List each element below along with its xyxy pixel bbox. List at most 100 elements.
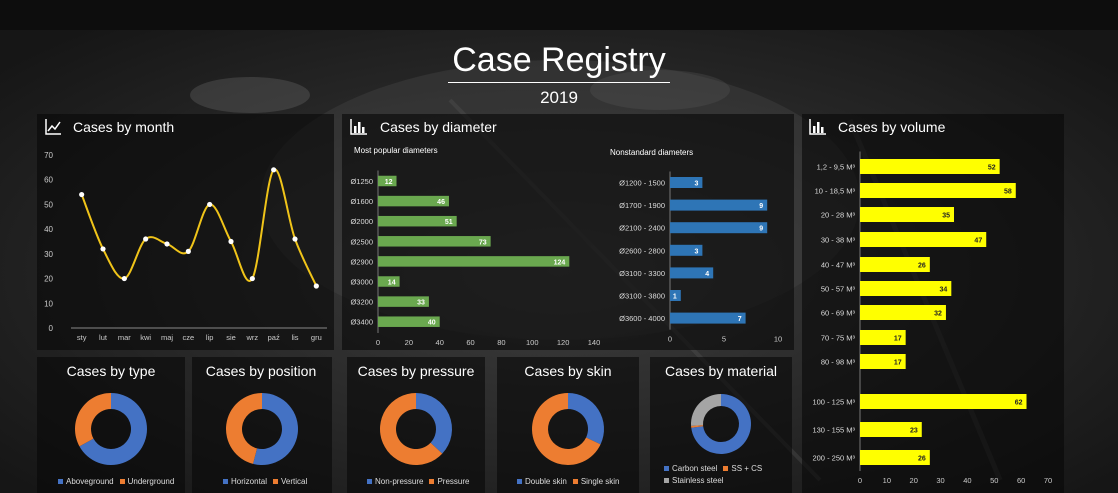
donut-cases-by-position: [226, 393, 298, 465]
bar: [378, 195, 449, 207]
data-point: [121, 275, 127, 282]
category-label: 30 - 38 M³: [821, 236, 856, 245]
bar: [378, 276, 400, 287]
data-label: 124: [554, 259, 566, 266]
category-label: Ø3100 - 3800: [619, 292, 665, 301]
x-tick-label: 60: [466, 338, 474, 347]
category-label: Ø3100 - 3300: [619, 269, 665, 278]
x-tick-label: 5: [722, 335, 726, 344]
data-label: 7: [738, 316, 742, 323]
panel-cases-by-volume: [802, 114, 1064, 493]
chart-title-month: Cases by month: [73, 119, 175, 135]
bar: [670, 177, 703, 188]
bar: [860, 450, 930, 465]
x-tick-label: 40: [963, 476, 971, 485]
bar: [378, 316, 440, 327]
data-label: 17: [894, 360, 902, 367]
donut-cases-by-material: [691, 394, 751, 454]
legend-pressure: Non-pressure Pressure: [367, 477, 475, 486]
category-label: 20 - 28 M³: [821, 211, 856, 220]
y-tick-label: 30: [44, 250, 53, 259]
donut-slice: [568, 393, 604, 445]
bar: [670, 267, 714, 279]
x-tick-label: lip: [206, 333, 214, 342]
category-label: 70 - 75 M³: [821, 334, 856, 343]
legend-label: Aboveground: [66, 477, 114, 486]
chart-subtitle-nonstandard: Nonstandard diameters: [610, 148, 694, 157]
bar: [860, 281, 952, 296]
y-tick-label: 70: [44, 151, 53, 160]
x-tick-label: 0: [858, 476, 862, 485]
bar: [860, 394, 1027, 409]
x-tick-label: sty: [77, 333, 87, 342]
chart-title-volume: Cases by volume: [838, 119, 946, 135]
panel-cases-by-material: [650, 357, 792, 493]
data-label: 3: [694, 248, 698, 255]
data-label: 58: [1004, 189, 1012, 196]
category-label: Ø2600 - 2800: [619, 246, 665, 255]
data-label: 47: [974, 238, 982, 245]
line-chart-icon: [45, 119, 61, 135]
data-point: [143, 236, 149, 242]
data-label: 46: [437, 199, 445, 206]
data-label: 17: [894, 336, 902, 343]
data-label: 32: [934, 311, 942, 318]
category-label: Ø2500: [350, 237, 373, 246]
donut-slice: [253, 393, 298, 465]
data-label: 1: [673, 294, 677, 301]
chart-cases-by-month: 0 10 20 30 40 50 60 70 sty lut mar kwi maj cze lip sie w…: [44, 151, 327, 342]
legend-position: Horizontal Vertical: [223, 477, 313, 486]
chart-title-type: Cases by type: [66, 363, 156, 379]
category-label: 100 - 125 M³: [812, 398, 855, 407]
category-label: Ø3600 - 4000: [619, 314, 665, 323]
bar: [378, 215, 457, 227]
data-point: [207, 201, 213, 208]
donut-slice: [691, 425, 704, 428]
donut-cases-by-type: [75, 393, 148, 465]
category-label: 60 - 69 M³: [821, 309, 856, 318]
category-label: Ø3400: [350, 318, 373, 327]
chart-title-position: Cases by position: [205, 363, 317, 379]
legend-material: Carbon steel SS + CS Stainless steel: [664, 463, 768, 487]
data-label: 33: [417, 300, 425, 307]
category-label: 1,2 - 9,5 M³: [817, 163, 856, 172]
category-label: Ø2000: [350, 217, 373, 226]
data-point: [228, 238, 234, 245]
x-tick-label: 20: [405, 338, 413, 347]
legend-label: Carbon steel: [672, 464, 718, 473]
category-label: Ø3000: [350, 278, 373, 287]
legend-skin: Double skin Single skin: [517, 477, 626, 486]
category-label: Ø1200 - 1500: [619, 179, 665, 188]
donut-slice: [380, 393, 443, 465]
x-tick-label: lut: [99, 333, 108, 342]
data-label: 12: [385, 179, 393, 186]
y-tick-label: 40: [44, 225, 53, 234]
x-tick-label: 70: [1044, 476, 1052, 485]
data-point: [292, 236, 298, 242]
x-tick-label: 120: [557, 338, 570, 347]
x-tick-label: 30: [936, 476, 944, 485]
x-tick-label: mar: [118, 333, 131, 342]
category-label: Ø1600: [350, 197, 373, 206]
x-tick-label: 40: [436, 338, 444, 347]
data-label: 9: [759, 203, 763, 210]
data-label: 52: [988, 165, 996, 172]
category-label: 10 - 18,5 M³: [815, 187, 856, 196]
data-label: 14: [388, 280, 396, 287]
data-point: [249, 275, 255, 282]
chart-title-diameter: Cases by diameter: [380, 119, 497, 135]
bar: [860, 354, 906, 369]
data-point: [271, 167, 277, 173]
legend-label: Single skin: [580, 477, 620, 486]
donut-slice: [79, 393, 148, 465]
donut-slice: [416, 393, 452, 454]
bar: [378, 236, 491, 247]
bar: [860, 305, 946, 320]
y-tick-label: 60: [44, 176, 53, 185]
bar: [378, 256, 570, 267]
bar: [860, 232, 987, 247]
data-label: 40: [428, 320, 436, 327]
chart-title-skin: Cases by skin: [524, 363, 612, 379]
x-tick-label: maj: [161, 333, 173, 342]
category-label: Ø2100 - 2400: [619, 224, 665, 233]
